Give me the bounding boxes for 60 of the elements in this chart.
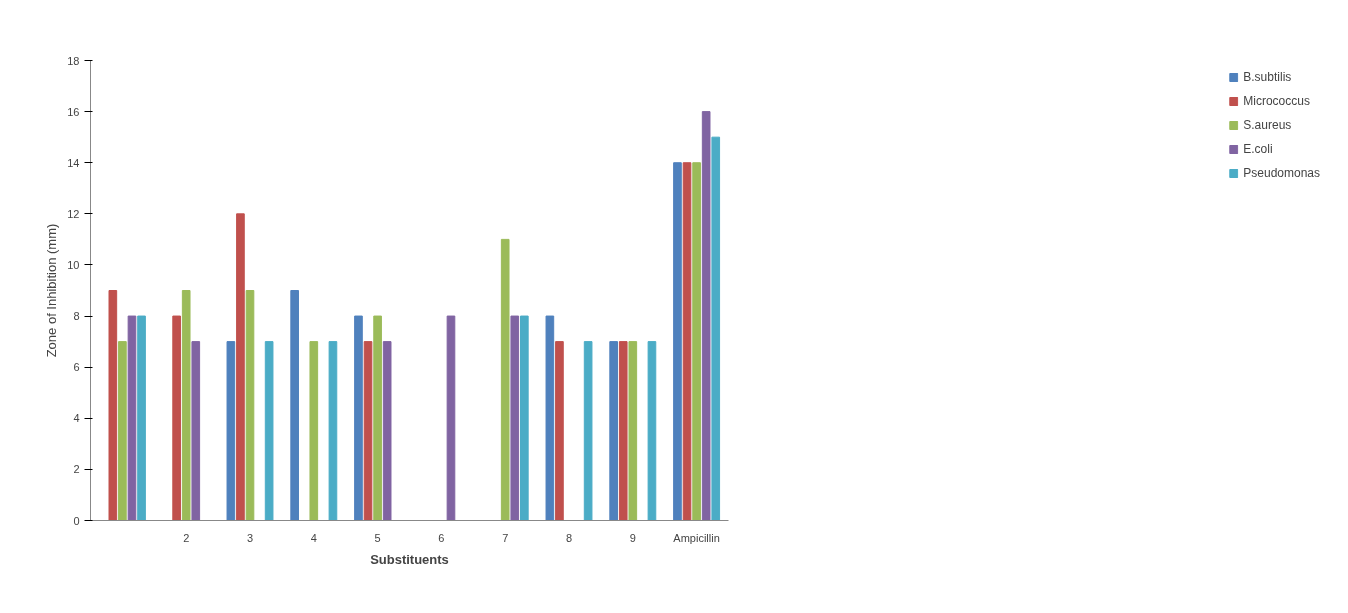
legend-label: S.aureus	[1243, 118, 1292, 132]
bar	[545, 315, 555, 521]
y-tick-label: 18	[67, 54, 80, 67]
bar	[500, 238, 510, 521]
bar	[510, 315, 520, 521]
y-tick-label: 4	[73, 412, 80, 425]
x-axis-title: Substituents	[370, 551, 449, 567]
bar	[354, 315, 363, 521]
bar	[583, 341, 593, 521]
bar	[309, 341, 319, 521]
y-tick-label: 2	[73, 463, 80, 476]
bar	[673, 162, 682, 521]
x-tick-label: 8	[565, 531, 573, 544]
bar	[137, 315, 146, 521]
bar	[382, 341, 392, 521]
bar	[647, 341, 657, 521]
x-tick-label: 5	[374, 531, 381, 544]
y-tick-label: 10	[67, 258, 80, 271]
x-tick-label: 2	[183, 531, 190, 544]
bar	[373, 315, 382, 521]
bar	[363, 341, 373, 521]
x-tick-label: 7	[502, 531, 509, 544]
bar	[555, 341, 564, 521]
x-tick-label: Ampicillin	[673, 531, 720, 544]
y-tick-label: 6	[73, 361, 80, 374]
bar	[328, 341, 338, 521]
x-tick-label: 3	[246, 531, 254, 544]
y-tick-label: 0	[73, 514, 80, 527]
bar	[108, 290, 118, 521]
bar	[264, 341, 274, 521]
bar	[181, 290, 191, 521]
bar	[618, 341, 628, 521]
bar	[172, 315, 181, 521]
bar	[609, 341, 618, 521]
bar	[127, 315, 137, 521]
legend-label: Pseudomonas	[1243, 166, 1320, 180]
bar	[236, 213, 245, 521]
bar	[628, 341, 638, 521]
bar	[118, 341, 127, 521]
bar	[682, 162, 692, 521]
bar	[446, 315, 456, 521]
bar	[245, 290, 255, 521]
y-tick-label: 8	[73, 310, 80, 323]
bar	[226, 341, 236, 521]
x-tick-label: 9	[629, 531, 636, 544]
bar	[290, 290, 299, 521]
x-tick-label: 6	[438, 531, 445, 544]
y-axis-title: Zone of Inhibition (mm)	[44, 223, 60, 358]
y-tick-label: 14	[67, 156, 80, 169]
bar	[701, 111, 711, 521]
bar	[711, 136, 721, 521]
legend-label: Micrococcus	[1243, 94, 1310, 108]
bar	[692, 162, 701, 521]
y-tick-label: 12	[67, 207, 80, 220]
bar	[520, 315, 529, 521]
bar	[191, 341, 201, 521]
y-tick-label: 16	[67, 105, 80, 118]
legend-label: B.subtilis	[1243, 70, 1292, 84]
legend-label: E.coli	[1243, 142, 1273, 156]
x-tick-label: 4	[310, 531, 317, 544]
